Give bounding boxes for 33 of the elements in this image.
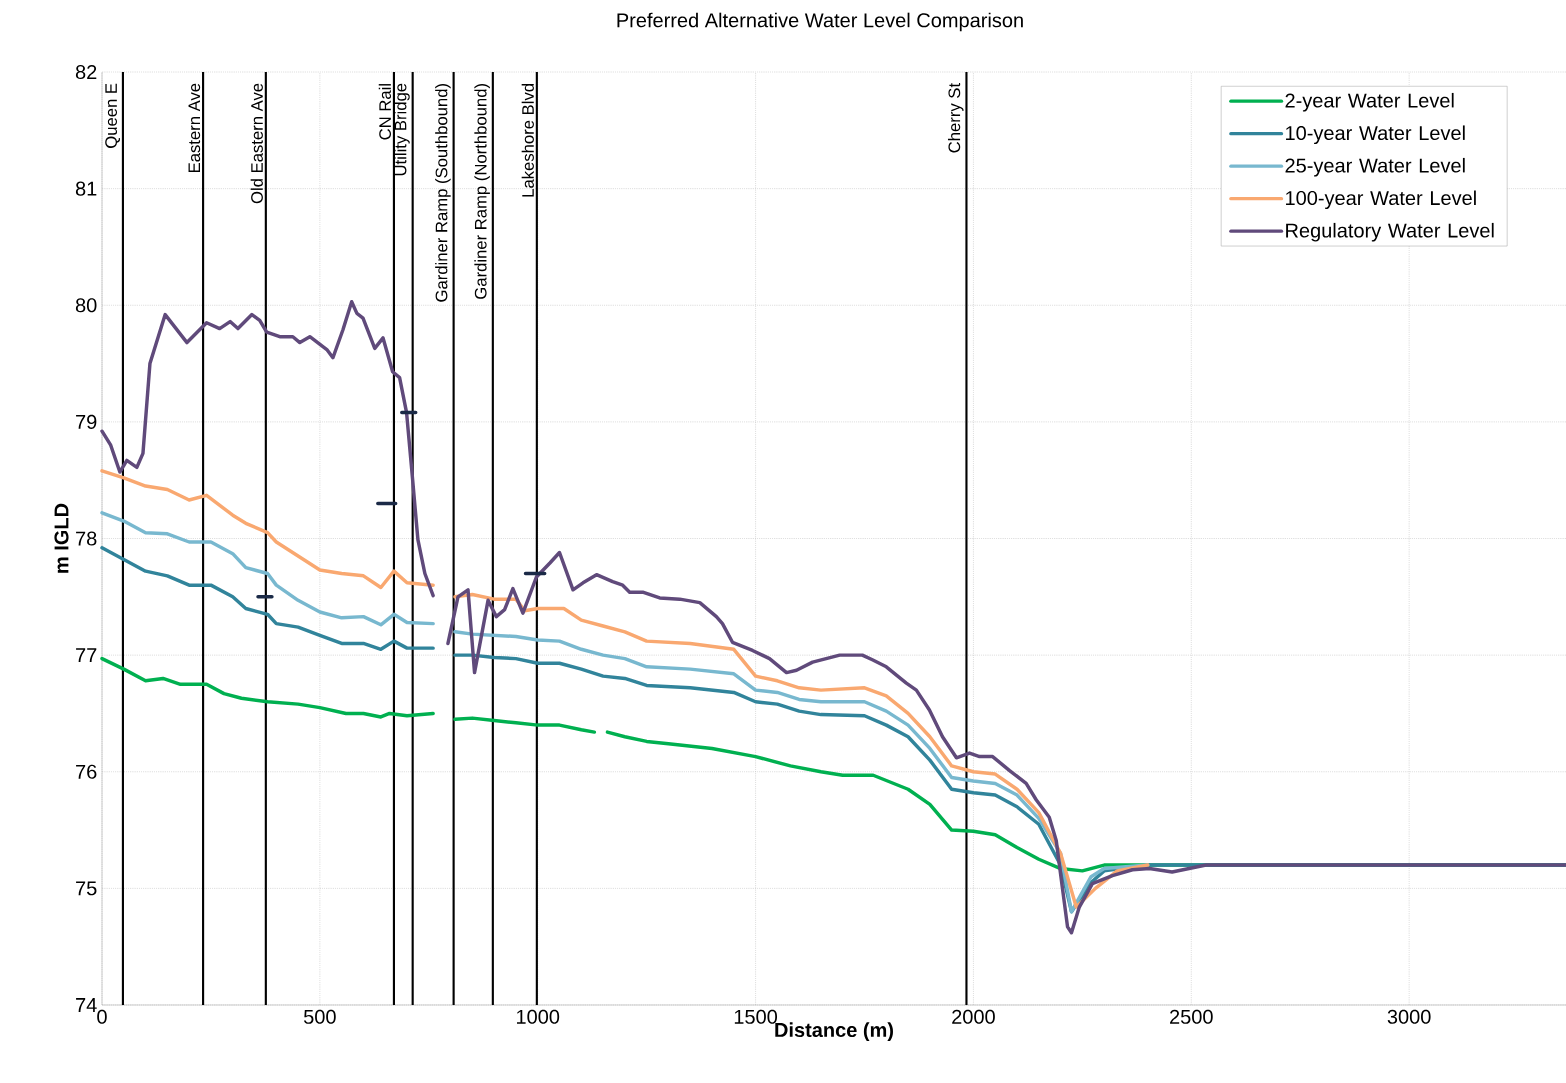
ref-line-label: Queen E xyxy=(105,83,120,148)
ref-line-label: Utility Bridge xyxy=(394,83,410,176)
y-tick-label: 78 xyxy=(76,531,97,546)
x-tick-label: 1000 xyxy=(517,1009,560,1024)
y-tick-label: 79 xyxy=(76,414,97,429)
ref-line-label: Gardiner Ramp (Southbound) xyxy=(435,84,451,302)
y-tick-label: 76 xyxy=(76,764,97,779)
chart-title: Preferred Alternative Water Level Comparison xyxy=(617,12,1023,32)
y-tick-label: 77 xyxy=(76,648,97,663)
x-tick-label: 0 xyxy=(97,1009,107,1024)
y-axis-title: m IGLD xyxy=(54,503,69,573)
legend-label: Regulatory Water Level xyxy=(1286,222,1494,242)
ref-line-label: Lakeshore Blvd xyxy=(521,84,534,197)
x-tick-label: 1500 xyxy=(734,1009,778,1024)
x-tick-label: 2000 xyxy=(952,1009,995,1024)
ref-line-label: Old Eastern Ave xyxy=(250,83,263,204)
x-tick-label: 500 xyxy=(303,1009,336,1024)
ref-line-label: Eastern Ave xyxy=(188,83,201,173)
y-tick-label: 81 xyxy=(75,181,97,196)
y-tick-label: 82 xyxy=(75,64,97,80)
legend-label: 25-year Water Level xyxy=(1285,157,1465,177)
y-tick-label: 74 xyxy=(76,998,97,1012)
y-tick-label: 80 xyxy=(75,298,97,313)
legend-label: 100-year Water Level xyxy=(1286,190,1476,210)
ref-line-label: CN Rail xyxy=(378,84,391,140)
x-tick-label: 3000 xyxy=(1387,1009,1431,1024)
ref-line-label: Gardiner Ramp (Northbound) xyxy=(474,84,490,299)
x-tick-label: 2500 xyxy=(1170,1009,1213,1024)
x-axis-title: Distance (m) xyxy=(775,1022,893,1041)
legend-label: 2-year Water Level xyxy=(1285,92,1454,112)
ref-line-label: Cherry St xyxy=(947,83,964,153)
y-tick-label: 75 xyxy=(76,881,97,896)
legend-label: 10-year Water Level xyxy=(1286,125,1465,145)
